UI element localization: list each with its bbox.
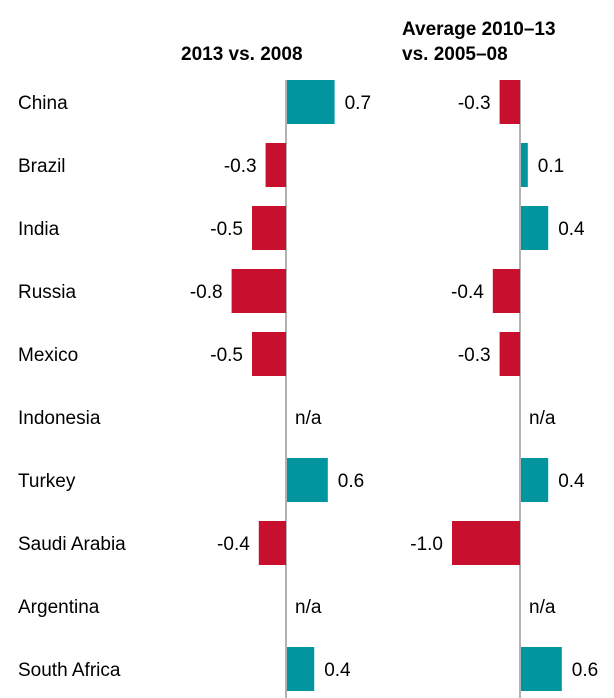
value-label-2-turkey: 0.4 (558, 471, 585, 492)
panel1-header: 2013 vs. 2008 (181, 44, 303, 65)
bar-1-saudi-arabia (258, 521, 286, 565)
value-label-2-china: -0.3 (458, 93, 491, 114)
value-label-2-russia: -0.4 (451, 282, 484, 303)
value-label-1-turkey: 0.6 (338, 471, 364, 492)
category-label-brazil: Brazil (18, 156, 66, 177)
value-label-1-saudi-arabia: -0.4 (217, 534, 250, 555)
value-label-1-china: 0.7 (345, 93, 371, 114)
bar-2-brazil (521, 143, 528, 187)
bar-2-mexico (499, 332, 520, 376)
bar-1-turkey (287, 458, 328, 502)
na-label-2-argentina: n/a (529, 597, 556, 618)
bar-1-south-africa (287, 647, 315, 691)
panel2-header-line2: vs. 2005–08 (402, 44, 508, 65)
value-label-1-mexico: -0.5 (210, 345, 243, 366)
value-label-2-india: 0.4 (558, 219, 585, 240)
bar-2-india (521, 206, 549, 250)
value-label-2-mexico: -0.3 (458, 345, 491, 366)
value-label-1-brazil: -0.3 (224, 156, 257, 177)
value-label-1-india: -0.5 (210, 219, 243, 240)
category-label-south-africa: South Africa (18, 660, 121, 681)
bar-1-mexico (252, 332, 286, 376)
bar-1-brazil (265, 143, 286, 187)
category-labels: China Brazil India Russia Mexico Indonesia Tur… (18, 93, 126, 681)
category-label-russia: Russia (18, 282, 77, 303)
bar-2-saudi-arabia (452, 521, 520, 565)
panel-2013-vs-2008: 0.7 -0.3 -0.5 -0.8 -0.5 n/a 0.6 -0.4 n/a 0.4 (190, 80, 371, 698)
value-label-1-south-africa: 0.4 (324, 660, 351, 681)
bar-2-china (499, 80, 520, 124)
bar-1-india (252, 206, 286, 250)
value-label-2-saudi-arabia: -1.0 (410, 534, 443, 555)
na-label-1-indonesia: n/a (295, 408, 322, 429)
bar-1-russia (231, 269, 286, 313)
value-label-2-brazil: 0.1 (538, 156, 564, 177)
na-label-2-indonesia: n/a (529, 408, 556, 429)
panel2-header-line1: Average 2010–13 (402, 19, 556, 40)
panel-headers: 2013 vs. 2008 Average 2010–13 vs. 2005–0… (181, 19, 556, 65)
bar-2-russia (492, 269, 520, 313)
category-label-china: China (18, 93, 68, 114)
category-label-india: India (18, 219, 60, 240)
value-label-1-russia: -0.8 (190, 282, 223, 303)
bar-2-south-africa (521, 647, 562, 691)
panel-average-2010-13: -0.3 0.1 0.4 -0.4 -0.3 n/a 0.4 -1.0 n/a 0.6 (410, 80, 598, 698)
category-label-mexico: Mexico (18, 345, 78, 366)
category-label-saudi-arabia: Saudi Arabia (18, 534, 126, 555)
na-label-1-argentina: n/a (295, 597, 322, 618)
bar-2-turkey (521, 458, 549, 502)
bar-1-china (287, 80, 335, 124)
value-label-2-south-africa: 0.6 (572, 660, 598, 681)
category-label-argentina: Argentina (18, 597, 100, 618)
category-label-indonesia: Indonesia (18, 408, 101, 429)
category-label-turkey: Turkey (18, 471, 76, 492)
